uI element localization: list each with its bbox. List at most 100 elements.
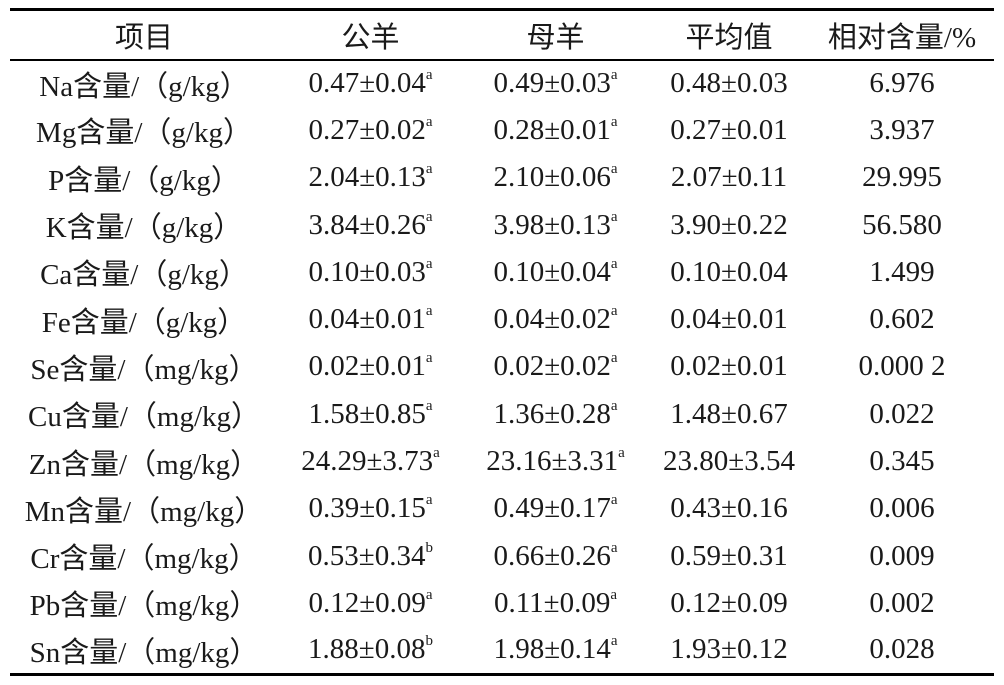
cell-ewe-value: 0.11±0.09 xyxy=(493,586,611,619)
table-row: K含量/（g/kg） 3.84±0.26a 3.98±0.13a 3.90±0.22 5… xyxy=(10,201,994,248)
cell-ram-value: 2.04±0.13 xyxy=(308,161,426,194)
cell-item: Mg含量/（g/kg） xyxy=(10,107,278,154)
cell-item-value: Mg含量/（g/kg） xyxy=(36,117,252,150)
significance-letter: a xyxy=(610,208,618,225)
cell-relative: 0.006 xyxy=(810,485,994,532)
cell-relative-value: 0.009 xyxy=(869,539,935,572)
cell-relative-value: 0.000 2 xyxy=(858,350,946,383)
cell-ram-value: 0.12±0.09 xyxy=(308,586,426,619)
cell-mean: 0.48±0.03 xyxy=(648,60,810,107)
cell-item: Cr含量/（mg/kg） xyxy=(10,532,278,579)
table-row: Se含量/（mg/kg） 0.02±0.01a 0.02±0.02a 0.02±0.0… xyxy=(10,343,994,390)
cell-ram: 1.88±0.08b xyxy=(278,627,463,676)
cell-ewe-value: 1.36±0.28 xyxy=(493,397,611,430)
cell-ram: 0.27±0.02a xyxy=(278,107,463,154)
cell-relative: 1.499 xyxy=(810,249,994,296)
cell-mean-value: 1.93±0.12 xyxy=(670,633,788,666)
cell-item-value: Ca含量/（g/kg） xyxy=(40,259,248,292)
cell-ewe: 0.49±0.17a xyxy=(463,485,648,532)
significance-letter: a xyxy=(425,161,433,178)
cell-relative: 0.602 xyxy=(810,296,994,343)
cell-ewe: 0.49±0.03a xyxy=(463,60,648,107)
cell-mean-value: 1.48±0.67 xyxy=(670,397,788,430)
cell-item: P含量/（g/kg） xyxy=(10,154,278,201)
table-row: Ca含量/（g/kg） 0.10±0.03a 0.10±0.04a 0.10±0.04… xyxy=(10,249,994,296)
significance-letter: a xyxy=(610,350,618,367)
significance-letter: a xyxy=(610,67,618,84)
significance-letter: a xyxy=(425,208,433,225)
cell-ram-value: 24.29±3.73 xyxy=(301,445,434,478)
cell-mean-value: 2.07±0.11 xyxy=(670,161,788,194)
cell-relative-value: 0.028 xyxy=(869,633,935,666)
cell-item-value: K含量/（g/kg） xyxy=(45,212,243,245)
cell-mean: 23.80±3.54 xyxy=(648,438,810,485)
significance-letter: a xyxy=(610,255,618,272)
cell-item-value: Mn含量/（mg/kg） xyxy=(24,495,264,528)
significance-letter: a xyxy=(610,397,618,414)
cell-item-value: Fe含量/（g/kg） xyxy=(41,306,247,339)
cell-ewe: 1.36±0.28a xyxy=(463,391,648,438)
cell-ram-value: 0.47±0.04 xyxy=(308,67,426,100)
table-body: Na含量/（g/kg） 0.47±0.04a 0.49±0.03a 0.48±0.03… xyxy=(10,60,994,676)
cell-ewe: 1.98±0.14a xyxy=(463,627,648,676)
cell-ram-value: 0.10±0.03 xyxy=(308,255,426,288)
table-row: Fe含量/（g/kg） 0.04±0.01a 0.04±0.02a 0.04±0.01… xyxy=(10,296,994,343)
cell-relative: 0.345 xyxy=(810,438,994,485)
cell-relative-value: 0.002 xyxy=(869,586,935,619)
cell-item: Pb含量/（mg/kg） xyxy=(10,580,278,627)
cell-mean: 0.04±0.01 xyxy=(648,296,810,343)
cell-ram-value: 0.27±0.02 xyxy=(308,113,426,146)
cell-relative: 29.995 xyxy=(810,154,994,201)
significance-letter: a xyxy=(610,492,618,509)
significance-letter: a xyxy=(610,303,618,320)
cell-ewe: 0.28±0.01a xyxy=(463,107,648,154)
cell-mean: 0.59±0.31 xyxy=(648,532,810,579)
cell-ewe: 0.66±0.26a xyxy=(463,532,648,579)
cell-ram-value: 1.58±0.85 xyxy=(308,397,426,430)
cell-item-value: Zn含量/（mg/kg） xyxy=(28,448,260,481)
mineral-content-table: 项目 公羊 母羊 平均值 相对含量/% Na含量/（g/kg） 0.47±0.04… xyxy=(10,8,994,676)
table-row: Sn含量/（mg/kg） 1.88±0.08b 1.98±0.14a 1.93±0.1… xyxy=(10,627,994,676)
cell-ram-value: 1.88±0.08 xyxy=(308,633,426,666)
cell-item: Ca含量/（g/kg） xyxy=(10,249,278,296)
cell-mean: 1.93±0.12 xyxy=(648,627,810,676)
cell-relative: 0.009 xyxy=(810,532,994,579)
cell-mean-value: 0.59±0.31 xyxy=(670,539,788,572)
table-row: Mg含量/（g/kg） 0.27±0.02a 0.28±0.01a 0.27±0.01… xyxy=(10,107,994,154)
cell-item: Fe含量/（g/kg） xyxy=(10,296,278,343)
cell-mean: 0.10±0.04 xyxy=(648,249,810,296)
header-relative: 相对含量/% xyxy=(810,8,994,61)
cell-relative: 3.937 xyxy=(810,107,994,154)
cell-item: Na含量/（g/kg） xyxy=(10,60,278,107)
cell-ewe-value: 3.98±0.13 xyxy=(493,208,611,241)
cell-relative: 0.022 xyxy=(810,391,994,438)
cell-ewe-value: 1.98±0.14 xyxy=(493,633,611,666)
cell-relative: 6.976 xyxy=(810,60,994,107)
cell-relative-value: 56.580 xyxy=(862,208,942,241)
cell-mean-value: 3.90±0.22 xyxy=(670,208,788,241)
cell-ram: 3.84±0.26a xyxy=(278,201,463,248)
cell-mean-value: 0.02±0.01 xyxy=(670,350,788,383)
significance-letter: a xyxy=(425,113,433,130)
significance-letter: a xyxy=(425,492,433,509)
significance-letter: b xyxy=(425,633,433,650)
cell-ewe-value: 0.49±0.17 xyxy=(493,492,611,525)
cell-ewe: 2.10±0.06a xyxy=(463,154,648,201)
cell-ram: 0.53±0.34b xyxy=(278,532,463,579)
cell-ewe-value: 0.28±0.01 xyxy=(493,113,611,146)
header-ram: 公羊 xyxy=(278,8,463,61)
cell-item-value: P含量/（g/kg） xyxy=(48,164,240,197)
cell-ewe: 0.11±0.09a xyxy=(463,580,648,627)
significance-letter: a xyxy=(425,350,433,367)
cell-ram-value: 3.84±0.26 xyxy=(308,208,426,241)
cell-relative: 0.000 2 xyxy=(810,343,994,390)
cell-relative: 56.580 xyxy=(810,201,994,248)
significance-letter: a xyxy=(425,67,433,84)
cell-ewe-value: 0.04±0.02 xyxy=(493,303,611,336)
significance-letter: b xyxy=(425,539,433,556)
cell-ram: 1.58±0.85a xyxy=(278,391,463,438)
cell-ram-value: 0.02±0.01 xyxy=(308,350,426,383)
cell-ewe: 23.16±3.31a xyxy=(463,438,648,485)
cell-ram: 0.02±0.01a xyxy=(278,343,463,390)
